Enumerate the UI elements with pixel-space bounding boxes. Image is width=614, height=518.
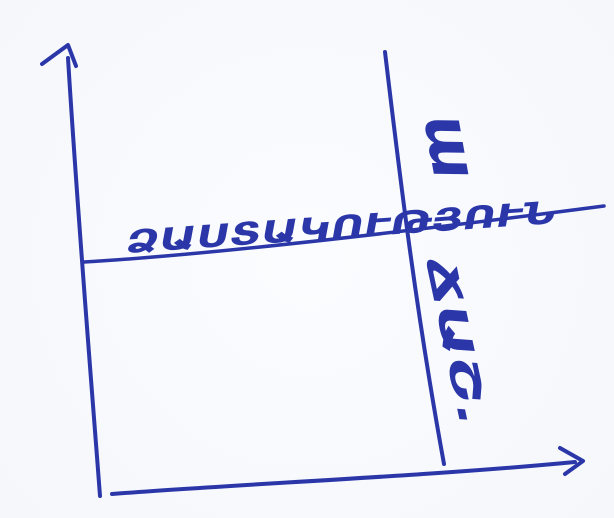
label-lower-right: ՃԱՇ. <box>416 252 497 431</box>
horizontal-axis-arrowhead <box>558 446 585 476</box>
vertical-boundary-line <box>383 50 446 466</box>
vertical-axis-arrowhead <box>40 43 78 68</box>
horizontal-level-line <box>82 204 606 264</box>
horizontal-axis <box>110 460 577 496</box>
label-horizontal-line: ՁԱՍՏԱԿՈՒԹՅՈՒՆ <box>125 195 556 261</box>
label-upper-right: ա <box>409 108 492 184</box>
vertical-axis <box>66 56 102 498</box>
